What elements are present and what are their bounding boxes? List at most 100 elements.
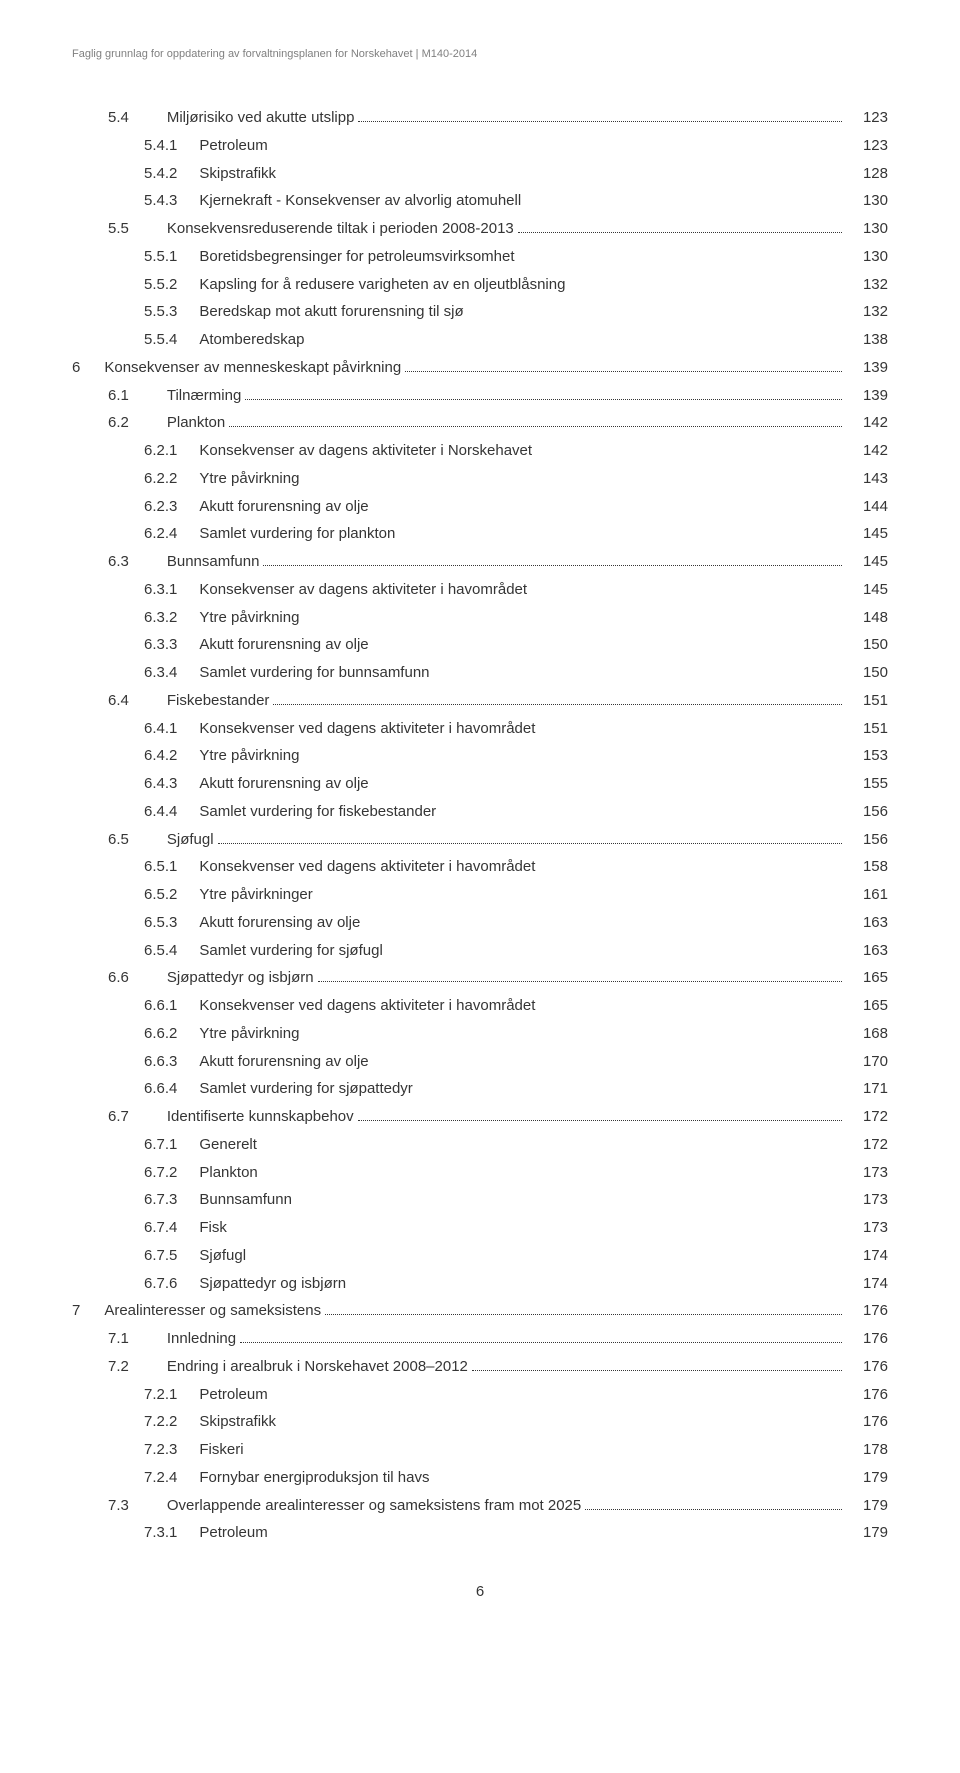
toc-number: 6.2	[108, 409, 129, 437]
toc-title: Miljørisiko ved akutte utslipp	[167, 104, 355, 132]
toc-page: 173	[846, 1214, 888, 1242]
toc-title: Plankton	[167, 409, 225, 437]
toc-title: Sjøfugl	[167, 826, 214, 854]
toc-title: Konsekvenser ved dagens aktiviteter i ha…	[199, 853, 535, 881]
toc-title: Ytre påvirkninger	[199, 881, 312, 909]
toc-leader-dots	[472, 1370, 842, 1371]
toc-page: 132	[846, 271, 888, 299]
toc-row: 7.2.3Fiskeri178	[72, 1436, 888, 1464]
toc-page: 145	[846, 520, 888, 548]
toc-row: 6.6Sjøpattedyr og isbjørn165	[72, 964, 888, 992]
toc-row: 7.2.1Petroleum176	[72, 1381, 888, 1409]
toc-page: 174	[846, 1242, 888, 1270]
toc-page: 171	[846, 1075, 888, 1103]
toc-page: 151	[846, 715, 888, 743]
toc-title: Fiskebestander	[167, 687, 270, 715]
toc-title: Plankton	[199, 1159, 257, 1187]
toc-title: Boretidsbegrensinger for petroleumsvirks…	[199, 243, 514, 271]
toc-row: 6.7.6Sjøpattedyr og isbjørn174	[72, 1270, 888, 1298]
toc-number: 7.2	[108, 1353, 129, 1381]
toc-leader-dots	[273, 704, 842, 705]
toc-row: 5.4.3 Kjernekraft - Konsekvenser av alvor…	[72, 187, 888, 215]
toc-title: Endring i arealbruk i Norskehavet 2008–2…	[167, 1353, 468, 1381]
toc-row: 5.4Miljørisiko ved akutte utslipp123	[72, 104, 888, 132]
toc-title: Sjøpattedyr og isbjørn	[199, 1270, 346, 1298]
toc-title: Fornybar energiproduksjon til havs	[199, 1464, 429, 1492]
toc-page: 148	[846, 604, 888, 632]
toc-row: 6.5.1 Konsekvenser ved dagens aktiviteter…	[72, 853, 888, 881]
toc-page: 170	[846, 1048, 888, 1076]
toc-row: 6.4.2Ytre påvirkning153	[72, 742, 888, 770]
toc-title: Fisk	[199, 1214, 227, 1242]
toc-row: 6.4.1Konsekvenser ved dagens aktiviteter…	[72, 715, 888, 743]
toc-number: 6.4.3	[144, 770, 177, 798]
toc-page: 156	[846, 826, 888, 854]
toc-row: 6.7.3Bunnsamfunn173	[72, 1186, 888, 1214]
toc-number: 5.5	[108, 215, 129, 243]
toc-number: 6.6.1	[144, 992, 177, 1020]
toc-title: Kjernekraft - Konsekvenser av alvorlig a…	[199, 187, 521, 215]
toc-page: 173	[846, 1186, 888, 1214]
toc-page: 163	[846, 909, 888, 937]
toc-page: 158	[846, 853, 888, 881]
toc-number: 6.4.4	[144, 798, 177, 826]
toc-title: Beredskap mot akutt forurensning til sjø	[199, 298, 463, 326]
toc-page: 176	[846, 1408, 888, 1436]
toc-page: 123	[846, 104, 888, 132]
toc-row: 6.7.1Generelt172	[72, 1131, 888, 1159]
toc-number: 6.7	[108, 1103, 129, 1131]
toc-title: Akutt forurensning av olje	[199, 493, 368, 521]
toc-page: 165	[846, 992, 888, 1020]
toc-title: Samlet vurdering for fiskebestander	[199, 798, 436, 826]
toc-number: 6.6	[108, 964, 129, 992]
toc-row: 7.2 Endring i arealbruk i Norskehavet 200…	[72, 1353, 888, 1381]
toc-page: 161	[846, 881, 888, 909]
toc-leader-dots	[405, 371, 842, 372]
toc-title: Tilnærming	[167, 382, 241, 410]
toc-number: 5.4.3	[144, 187, 177, 215]
toc-page: 163	[846, 937, 888, 965]
toc-number: 6.6.3	[144, 1048, 177, 1076]
toc-row: 7.2.4 Fornybar energiproduksjon til havs 1…	[72, 1464, 888, 1492]
toc-number: 7.2.1	[144, 1381, 177, 1409]
toc-row: 6.5.3Akutt forurensing av olje163	[72, 909, 888, 937]
toc-number: 6.5.1	[144, 853, 177, 881]
toc-row: 6.7.5Sjøfugl174	[72, 1242, 888, 1270]
toc-row: 7.3.1Petroleum179	[72, 1519, 888, 1547]
toc-row: 6.6.1Konsekvenser ved dagens aktiviteter…	[72, 992, 888, 1020]
toc-row: 7.3Overlappende arealinteresser og samek…	[72, 1492, 888, 1520]
toc-number: 6.5	[108, 826, 129, 854]
toc-row: 5.4.1Petroleum123	[72, 132, 888, 160]
toc-row: 6.6.4Samlet vurdering for sjøpattedyr171	[72, 1075, 888, 1103]
toc-leader-dots	[263, 565, 842, 566]
toc-page: 178	[846, 1436, 888, 1464]
toc-row: 6.3.1Konsekvenser av dagens aktiviteter …	[72, 576, 888, 604]
toc-number: 7.2.4	[144, 1464, 177, 1492]
toc-number: 6.7.4	[144, 1214, 177, 1242]
toc-row: 5.5.2Kapsling for å redusere varigheten …	[72, 271, 888, 299]
toc-number: 5.5.1	[144, 243, 177, 271]
toc-page: 176	[846, 1353, 888, 1381]
toc-title: Skipstrafikk	[199, 160, 276, 188]
toc-leader-dots	[218, 843, 842, 844]
toc-title: Ytre påvirkning	[199, 1020, 299, 1048]
toc-page: 153	[846, 742, 888, 770]
toc-row: 6.5.2Ytre påvirkninger161	[72, 881, 888, 909]
toc-number: 6.3.4	[144, 659, 177, 687]
toc-number: 7.3.1	[144, 1519, 177, 1547]
toc-page: 172	[846, 1103, 888, 1131]
toc-number: 6.2.4	[144, 520, 177, 548]
toc-number: 6.7.6	[144, 1270, 177, 1298]
toc-title: Bunnsamfunn	[167, 548, 260, 576]
toc-row: 6.3Bunnsamfunn145	[72, 548, 888, 576]
toc-row: 5.4.2Skipstrafikk128	[72, 160, 888, 188]
toc-title: Overlappende arealinteresser og sameksis…	[167, 1492, 581, 1520]
toc-page: 176	[846, 1297, 888, 1325]
toc-row: 7Arealinteresser og sameksistens176	[72, 1297, 888, 1325]
toc-page: 144	[846, 493, 888, 521]
toc-leader-dots	[325, 1314, 842, 1315]
toc-page: 179	[846, 1464, 888, 1492]
toc-title: Ytre påvirkning	[199, 742, 299, 770]
toc-title: Akutt forurensning av olje	[199, 1048, 368, 1076]
toc-row: 5.5Konsekvensreduserende tiltak i period…	[72, 215, 888, 243]
